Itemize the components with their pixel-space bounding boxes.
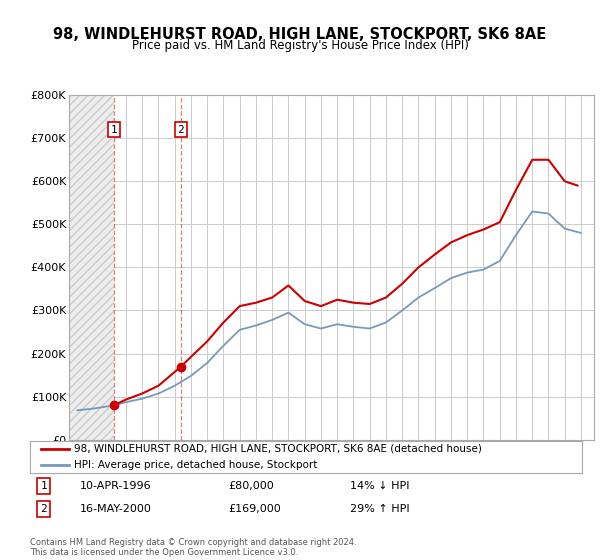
- Text: 16-MAY-2000: 16-MAY-2000: [80, 504, 152, 514]
- Text: 10-APR-1996: 10-APR-1996: [80, 481, 151, 491]
- Text: 98, WINDLEHURST ROAD, HIGH LANE, STOCKPORT, SK6 8AE (detached house): 98, WINDLEHURST ROAD, HIGH LANE, STOCKPO…: [74, 444, 482, 454]
- Text: 2: 2: [40, 504, 47, 514]
- Text: Contains HM Land Registry data © Crown copyright and database right 2024.
This d: Contains HM Land Registry data © Crown c…: [30, 538, 356, 557]
- Text: 1: 1: [40, 481, 47, 491]
- Text: 1: 1: [110, 125, 118, 134]
- Text: HPI: Average price, detached house, Stockport: HPI: Average price, detached house, Stoc…: [74, 460, 317, 470]
- Text: Price paid vs. HM Land Registry's House Price Index (HPI): Price paid vs. HM Land Registry's House …: [131, 39, 469, 52]
- Text: £169,000: £169,000: [229, 504, 281, 514]
- Text: 14% ↓ HPI: 14% ↓ HPI: [350, 481, 410, 491]
- Text: 2: 2: [177, 125, 184, 134]
- Text: £80,000: £80,000: [229, 481, 274, 491]
- Bar: [69, 95, 114, 440]
- Text: 29% ↑ HPI: 29% ↑ HPI: [350, 504, 410, 514]
- Text: 98, WINDLEHURST ROAD, HIGH LANE, STOCKPORT, SK6 8AE: 98, WINDLEHURST ROAD, HIGH LANE, STOCKPO…: [53, 27, 547, 42]
